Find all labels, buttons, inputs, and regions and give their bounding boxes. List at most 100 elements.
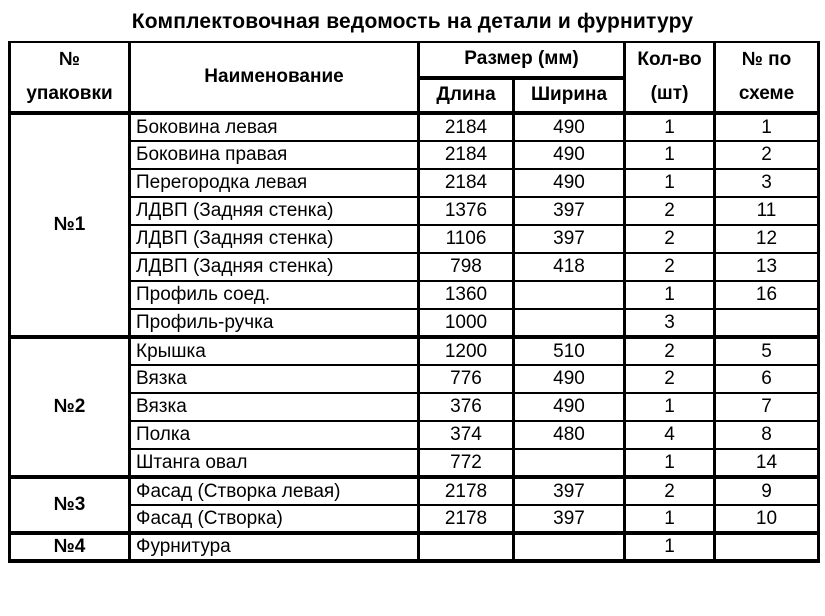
cell-name: ЛДВП (Задняя стенка) <box>128 224 420 254</box>
cell-width: 397 <box>512 504 626 534</box>
cell-length: 1200 <box>417 335 515 366</box>
cell-length <box>417 531 515 563</box>
col-header-width: Ширина <box>512 76 626 115</box>
cell-qty: 1 <box>623 280 716 310</box>
cell-name: Вязка <box>128 392 420 422</box>
cell-scheme: 5 <box>713 335 820 366</box>
cell-width: 490 <box>512 364 626 394</box>
header-row-2: Длина Ширина <box>10 76 819 115</box>
col-header-scheme: № по схеме <box>713 41 820 115</box>
table-row: Полка 374 480 4 8 <box>10 420 820 450</box>
cell-scheme <box>713 531 820 563</box>
cell-length: 376 <box>417 392 515 422</box>
table-row: №4 Фурнитура 1 <box>8 531 820 563</box>
cell-name: Фасад (Створка левая) <box>128 475 420 506</box>
table-row: Перегородка левая 2184 490 1 3 <box>10 168 820 198</box>
cell-qty: 2 <box>623 335 716 366</box>
col-header-scheme-line1: № по <box>741 49 792 70</box>
cell-length: 2178 <box>417 475 515 506</box>
table-row: Вязка 776 490 2 6 <box>10 364 820 394</box>
cell-length: 2184 <box>417 111 515 142</box>
col-header-name: Наименование <box>128 41 420 115</box>
cell-width <box>512 308 626 338</box>
col-header-package-line1: № <box>58 49 81 70</box>
cell-qty: 4 <box>623 420 716 450</box>
cell-length: 2184 <box>417 140 515 170</box>
cell-qty: 1 <box>623 111 716 142</box>
col-header-qty-line2: (шт) <box>650 83 689 104</box>
cell-width <box>512 280 626 310</box>
cell-length: 1360 <box>417 280 515 310</box>
cell-width: 397 <box>512 196 626 226</box>
cell-name: Полка <box>128 420 420 450</box>
cell-scheme: 2 <box>713 140 820 170</box>
cell-scheme: 13 <box>713 252 820 282</box>
cell-length: 776 <box>417 364 515 394</box>
cell-scheme: 6 <box>713 364 820 394</box>
col-header-qty-line1: Кол-во <box>637 49 702 70</box>
cell-length: 374 <box>417 420 515 450</box>
cell-name: ЛДВП (Задняя стенка) <box>128 196 420 226</box>
cell-qty: 1 <box>623 168 716 198</box>
table-header: № упаковки Наименование Размер (мм) Кол-… <box>8 41 820 115</box>
cell-length: 2178 <box>417 504 515 534</box>
page-title: Комплектовочная ведомость на детали и фу… <box>131 10 694 33</box>
cell-width: 480 <box>512 420 626 450</box>
cell-scheme: 1 <box>713 111 820 142</box>
table-row: Профиль соед. 1360 1 16 <box>10 280 820 310</box>
cell-qty: 2 <box>623 224 716 254</box>
cell-width: 418 <box>512 252 626 282</box>
cell-name: ЛДВП (Задняя стенка) <box>128 252 420 282</box>
table-row: ЛДВП (Задняя стенка) 1376 397 2 11 <box>10 196 820 226</box>
table-row: Штанга овал 772 1 14 <box>10 448 820 478</box>
table-row: Боковина правая 2184 490 1 2 <box>10 140 820 170</box>
cell-qty: 2 <box>623 196 716 226</box>
table-row: №2 Крышка 1200 510 2 5 <box>8 335 820 478</box>
header-row-1: № упаковки Наименование Размер (мм) Кол-… <box>8 41 820 115</box>
cell-qty: 1 <box>623 504 716 534</box>
cell-scheme: 10 <box>713 504 820 534</box>
cell-scheme: 8 <box>713 420 820 450</box>
cell-name: Профиль соед. <box>128 280 420 310</box>
cell-name: Крышка <box>128 335 420 366</box>
cell-length: 1106 <box>417 224 515 254</box>
cell-width: 490 <box>512 168 626 198</box>
package-cell: №2 <box>8 335 131 478</box>
cell-scheme: 16 <box>713 280 820 310</box>
table-row: Фасад (Створка) 2178 397 1 10 <box>10 504 820 534</box>
cell-name: Штанга овал <box>128 448 420 478</box>
cell-width: 490 <box>512 392 626 422</box>
cell-name: Боковина правая <box>128 140 420 170</box>
cell-qty: 1 <box>623 392 716 422</box>
col-header-package-line2: упаковки <box>26 83 113 104</box>
cell-qty: 2 <box>623 475 716 506</box>
cell-qty: 1 <box>623 448 716 478</box>
cell-name: Вязка <box>128 364 420 394</box>
col-header-qty: Кол-во (шт) <box>623 41 716 115</box>
cell-qty: 3 <box>623 308 716 338</box>
table-body: №1 Боковина левая 2184 490 1 1 Боковина правая… <box>8 111 820 563</box>
cell-scheme: 12 <box>713 224 820 254</box>
cell-width <box>512 448 626 478</box>
cell-width: 397 <box>512 224 626 254</box>
cell-scheme: 11 <box>713 196 820 226</box>
cell-length: 2184 <box>417 168 515 198</box>
cell-length: 1376 <box>417 196 515 226</box>
col-header-length: Длина <box>417 76 515 115</box>
cell-length: 1000 <box>417 308 515 338</box>
cell-scheme: 7 <box>713 392 820 422</box>
cell-scheme: 9 <box>713 475 820 506</box>
table-row: №3 Фасад (Створка левая) 2178 397 2 9 <box>8 475 820 534</box>
cell-qty: 1 <box>623 140 716 170</box>
cell-name: Перегородка левая <box>128 168 420 198</box>
table-row: ЛДВП (Задняя стенка) 798 418 2 13 <box>10 252 820 282</box>
table-row: Вязка 376 490 1 7 <box>10 392 820 422</box>
cell-name: Фасад (Створка) <box>128 504 420 534</box>
table-row: ЛДВП (Задняя стенка) 1106 397 2 12 <box>10 224 820 254</box>
col-header-size-group: Размер (мм) <box>417 41 626 80</box>
cell-qty: 1 <box>623 531 716 563</box>
packing-table: № упаковки Наименование Размер (мм) Кол-… <box>8 41 820 563</box>
cell-width <box>512 531 626 563</box>
cell-qty: 2 <box>623 252 716 282</box>
cell-width: 490 <box>512 140 626 170</box>
